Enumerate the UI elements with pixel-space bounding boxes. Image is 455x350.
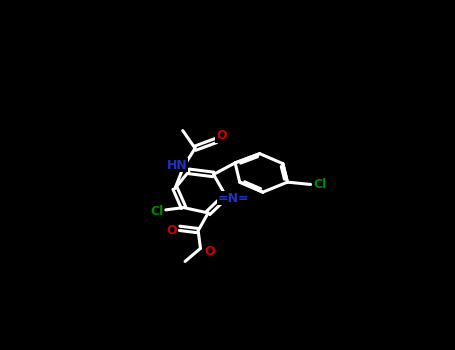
Text: O: O [204, 245, 215, 258]
Text: =N=: =N= [218, 192, 249, 205]
Text: Cl: Cl [313, 178, 326, 191]
Text: O: O [166, 224, 177, 237]
Text: O: O [216, 130, 227, 142]
Text: Cl: Cl [150, 205, 163, 218]
Text: HN: HN [167, 159, 188, 172]
